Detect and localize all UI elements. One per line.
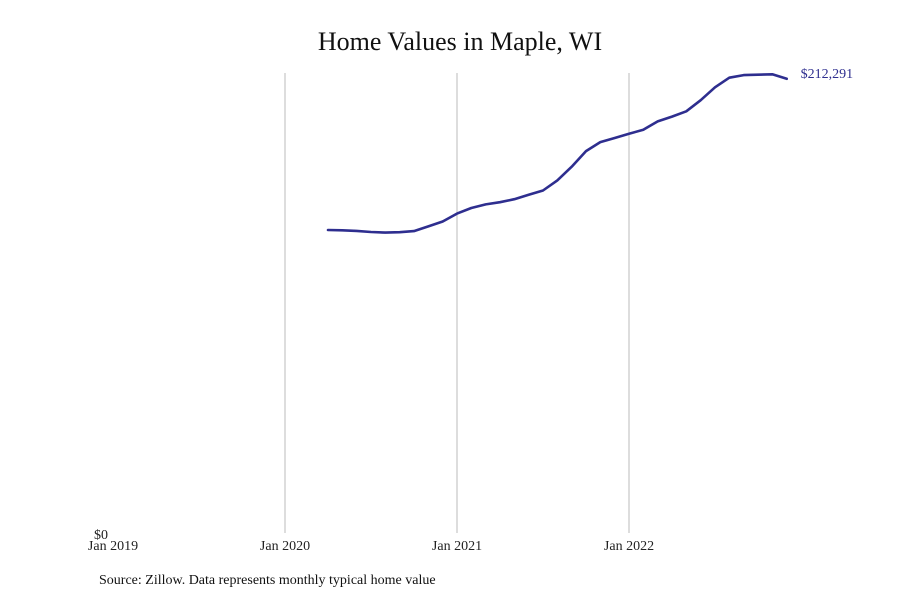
data-point bbox=[728, 77, 730, 79]
data-point bbox=[370, 231, 372, 233]
chart-title: Home Values in Maple, WI bbox=[317, 27, 603, 56]
data-point bbox=[456, 212, 458, 214]
x-tick-label: Jan 2019 bbox=[88, 539, 138, 554]
end-value-label: $212,291 bbox=[801, 67, 854, 82]
data-point bbox=[355, 230, 357, 232]
data-point bbox=[599, 141, 601, 143]
data-point bbox=[613, 137, 615, 139]
series-line bbox=[326, 73, 789, 234]
series-layer: $212,291 bbox=[326, 67, 854, 234]
data-point bbox=[785, 78, 787, 80]
data-point bbox=[570, 166, 572, 168]
data-point bbox=[585, 150, 587, 152]
data-point bbox=[556, 179, 558, 181]
data-point bbox=[628, 133, 630, 135]
x-tick-label: Jan 2022 bbox=[604, 539, 654, 554]
grid-lines bbox=[284, 73, 630, 533]
data-point bbox=[327, 229, 329, 231]
x-tick-label: Jan 2021 bbox=[432, 539, 482, 554]
x-tick-label: Jan 2020 bbox=[260, 539, 310, 554]
data-point bbox=[470, 207, 472, 209]
source-note: Source: Zillow. Data represents monthly … bbox=[99, 573, 436, 588]
data-point bbox=[341, 229, 343, 231]
data-point bbox=[757, 74, 759, 76]
data-point bbox=[699, 99, 701, 101]
data-point bbox=[642, 128, 644, 130]
data-point bbox=[441, 220, 443, 222]
data-point bbox=[542, 189, 544, 191]
data-point bbox=[398, 231, 400, 233]
data-point bbox=[384, 231, 386, 233]
data-point bbox=[513, 198, 515, 200]
data-point bbox=[742, 74, 744, 76]
data-point bbox=[413, 230, 415, 232]
data-point bbox=[527, 194, 529, 196]
data-point bbox=[499, 201, 501, 203]
data-point bbox=[685, 110, 687, 112]
data-point bbox=[484, 203, 486, 205]
axis-tick-labels: Jan 2019 Jan 2020 Jan 2021 Jan 2022 $0 bbox=[88, 528, 654, 554]
data-point bbox=[671, 115, 673, 117]
data-point bbox=[771, 73, 773, 75]
data-point bbox=[427, 225, 429, 227]
data-point bbox=[714, 86, 716, 88]
y-tick-label: $0 bbox=[94, 528, 108, 543]
data-point bbox=[656, 120, 658, 122]
